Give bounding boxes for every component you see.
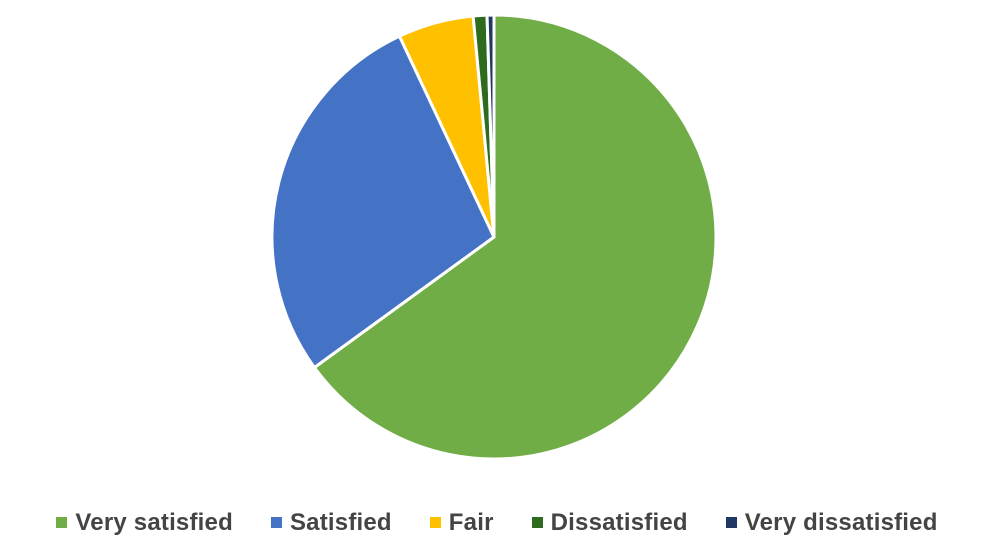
- legend-label: Dissatisfied: [550, 508, 688, 536]
- legend-swatch: [531, 517, 543, 528]
- legend-swatch: [56, 517, 68, 528]
- legend-item-very-dissatisfied: Very dissatisfied: [725, 508, 938, 537]
- legend-swatch: [725, 517, 737, 528]
- pie-slice-satisfied: [270, 34, 496, 369]
- pie-slice-very-satisfied: [312, 13, 718, 461]
- legend-label: Very dissatisfied: [744, 508, 938, 536]
- legend-label: Satisfied: [289, 508, 392, 536]
- legend-item-dissatisfied: Dissatisfied: [531, 508, 688, 537]
- pie-slice-very-dissatisfied: [485, 13, 496, 239]
- legend-label: Fair: [448, 508, 494, 536]
- legend-swatch: [429, 517, 441, 528]
- legend-item-satisfied: Satisfied: [270, 508, 392, 537]
- pie-slices: [270, 13, 718, 461]
- legend-item-fair: Fair: [429, 508, 494, 537]
- legend-item-very-satisfied: Very satisfied: [56, 509, 233, 537]
- legend-swatch: [270, 517, 282, 528]
- legend-label: Very satisfied: [75, 508, 233, 536]
- legend: Very satisfied Satisfied Fair Dissatisfied V…: [0, 504, 994, 541]
- pie-chart: [270, 13, 718, 461]
